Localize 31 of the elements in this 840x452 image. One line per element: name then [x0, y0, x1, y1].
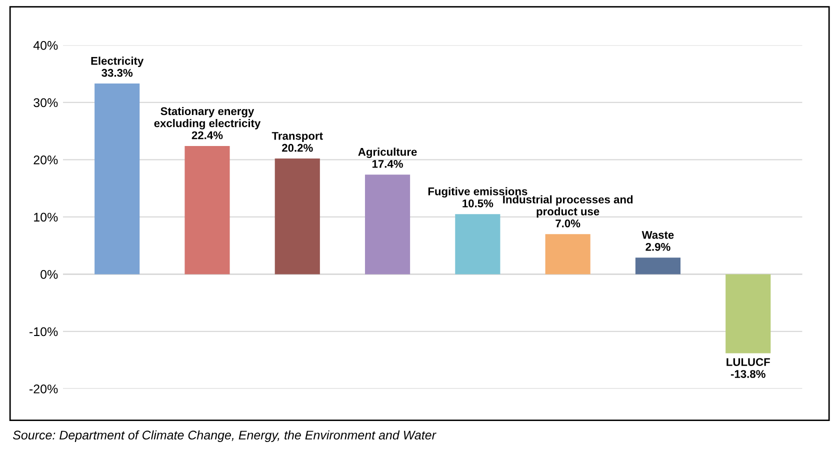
data-label: 7.0% [556, 219, 580, 228]
bar [184, 146, 230, 274]
y-tick-label: 20% [34, 156, 58, 164]
data-label: 33.3% [102, 68, 133, 77]
data-label: 22.4% [192, 131, 223, 140]
x-tick-label: Waste [642, 231, 674, 239]
data-label: 2.9% [646, 242, 670, 251]
bar [635, 258, 680, 274]
x-tick-label: Industrial processes and product use [503, 195, 633, 218]
x-tick-label: Transport [272, 132, 323, 142]
y-tick-label: 0% [40, 270, 58, 279]
bar [545, 234, 590, 274]
y-tick-label: -20% [30, 384, 58, 394]
data-label: -13.8% [730, 370, 766, 378]
x-tick-label: LULUCF [726, 358, 770, 366]
bar [455, 214, 500, 274]
y-tick-label: 30% [34, 98, 58, 108]
x-tick-label: Stationary energy excluding electricity [154, 106, 261, 130]
bar [364, 174, 410, 274]
y-tick-label: 40% [33, 41, 58, 50]
bar [274, 158, 320, 274]
bar [94, 84, 140, 274]
data-label: 10.5% [462, 199, 494, 208]
source-note: Source: Department of Climate Change, Energy, the Environment and Water [12, 430, 436, 442]
bar [726, 274, 771, 354]
y-tick-label: -10% [30, 327, 58, 336]
data-label: 20.2% [282, 144, 313, 152]
data-label: 17.4% [372, 160, 403, 168]
y-tick-label: 10% [34, 212, 58, 222]
x-tick-label: Electricity [91, 56, 144, 68]
x-tick-label: Agriculture [358, 148, 417, 158]
